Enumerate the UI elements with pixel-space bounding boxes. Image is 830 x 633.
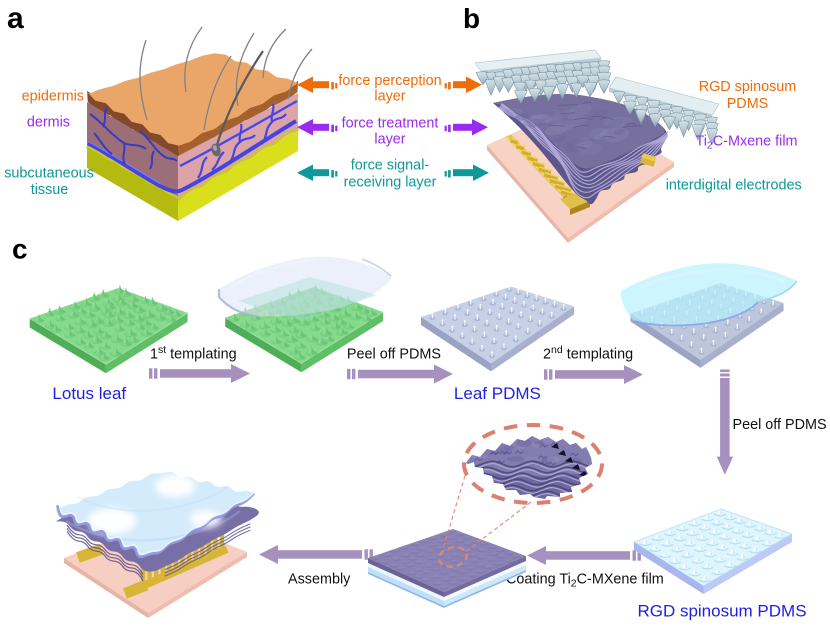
svg-text:Assembly: Assembly: [288, 572, 351, 588]
svg-text:receiving layer: receiving layer: [344, 175, 437, 191]
svg-text:b: b: [463, 3, 480, 34]
svg-text:layer: layer: [374, 132, 405, 148]
svg-text:Ti2C-Mxene film: Ti2C-Mxene film: [695, 134, 797, 152]
svg-text:2nd templating: 2nd templating: [543, 344, 633, 363]
svg-text:layer: layer: [374, 89, 405, 105]
svg-text:force signal-: force signal-: [351, 158, 430, 174]
svg-text:1st templating: 1st templating: [150, 344, 237, 363]
svg-text:c: c: [12, 234, 28, 265]
svg-text:tissue: tissue: [31, 182, 69, 198]
svg-text:epidermis: epidermis: [22, 89, 84, 105]
svg-text:subcutaneous: subcutaneous: [4, 165, 94, 181]
svg-text:RGD spinosum: RGD spinosum: [699, 79, 797, 95]
svg-text:Peel off PDMS: Peel off PDMS: [733, 417, 827, 433]
svg-text:Peel off PDMS: Peel off PDMS: [347, 347, 441, 363]
svg-text:force perception: force perception: [338, 73, 441, 89]
svg-text:Lotus leaf: Lotus leaf: [52, 384, 126, 403]
svg-text:Coating Ti2C-MXene film: Coating Ti2C-MXene film: [506, 572, 664, 590]
svg-text:interdigital electrodes: interdigital electrodes: [666, 178, 802, 194]
svg-text:PDMS: PDMS: [727, 96, 769, 112]
svg-text:a: a: [7, 2, 24, 35]
svg-text:dermis: dermis: [27, 115, 70, 131]
svg-text:RGD spinosum PDMS: RGD spinosum PDMS: [637, 602, 806, 621]
svg-text:force treatment: force treatment: [342, 116, 439, 132]
svg-text:Leaf PDMS: Leaf PDMS: [454, 384, 541, 403]
